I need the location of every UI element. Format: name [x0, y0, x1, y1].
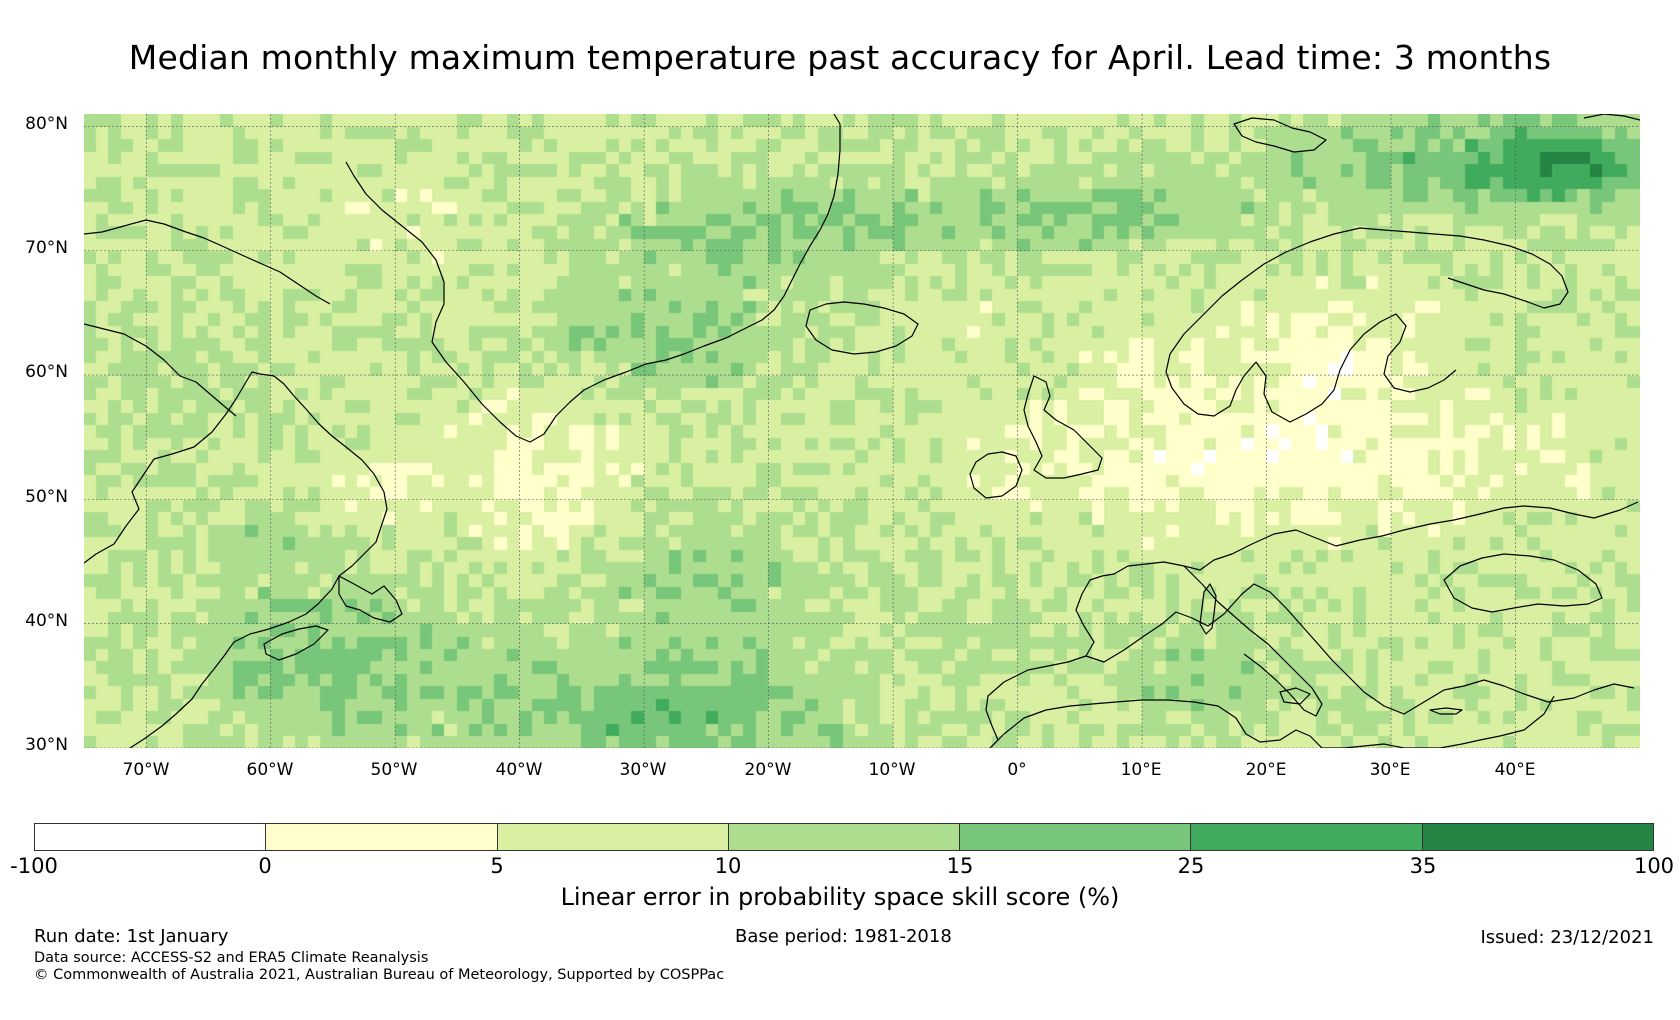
lon-label-20w: 20°W — [744, 760, 792, 780]
coast-italy — [1183, 565, 1323, 717]
lat-label-40n: 40°N — [25, 611, 68, 631]
map-title: Median monthly maximum temperature past … — [128, 38, 1552, 77]
coast-nova-scotia — [263, 625, 329, 661]
lon-label-40w: 40°W — [495, 760, 543, 780]
lon-label-70w: 70°W — [122, 760, 170, 780]
colorbar-tick: -100 — [10, 854, 58, 878]
coast-svalbard — [1233, 117, 1327, 153]
colorbar-tick: 35 — [1409, 854, 1437, 878]
colorbar-segment — [1422, 824, 1653, 850]
coast-baffin — [84, 219, 331, 305]
map-overlay — [84, 114, 1640, 748]
lon-label-40e: 40°E — [1494, 760, 1536, 780]
colorbar-label: Linear error in probability space skill … — [560, 883, 1120, 911]
lon-label-0: 0° — [1007, 760, 1027, 780]
coastlines — [84, 114, 1640, 748]
lon-label-10e: 10°E — [1120, 760, 1162, 780]
coast-ireland — [969, 451, 1023, 499]
lon-label-60w: 60°W — [246, 760, 294, 780]
colorbar-tick: 0 — [258, 854, 272, 878]
colorbar-tick: 15 — [946, 854, 974, 878]
coast-black-sea — [1443, 553, 1603, 613]
lat-label-50n: 50°N — [25, 487, 68, 507]
lon-label-30e: 30°E — [1369, 760, 1411, 780]
coast-norway-south — [1165, 353, 1257, 417]
lat-label-70n: 70°N — [25, 238, 68, 258]
colorbar-segment — [497, 824, 729, 850]
skill-score-map — [84, 114, 1640, 748]
colorbar-tick: 100 — [1633, 854, 1675, 878]
lat-label-30n: 30°N — [25, 735, 68, 755]
colorbar-segment — [1191, 824, 1423, 850]
colorbar-segment — [266, 824, 498, 850]
coast-mediterranean-north — [1085, 583, 1635, 715]
colorbar-tick: 5 — [490, 854, 504, 878]
lon-label-10w: 10°W — [868, 760, 916, 780]
lat-label-80n: 80°N — [25, 114, 68, 134]
coast-great-britain — [1023, 375, 1103, 479]
data-source: Data source: ACCESS-S2 and ERA5 Climate … — [34, 950, 429, 966]
lon-label-20e: 20°E — [1245, 760, 1287, 780]
base-period: Base period: 1981-2018 — [735, 926, 952, 947]
coast-north-africa — [989, 695, 1555, 748]
coast-crete — [1429, 707, 1463, 715]
graticule-lines — [84, 114, 1640, 748]
issued-date: Issued: 23/12/2021 — [1480, 927, 1654, 948]
colorbar-segment — [960, 824, 1192, 850]
run-date: Run date: 1st January — [34, 926, 229, 947]
colorbar-tick: 25 — [1177, 854, 1205, 878]
colorbar-segment — [728, 824, 961, 850]
lat-label-60n: 60°N — [25, 362, 68, 382]
coast-newfoundland — [338, 575, 403, 623]
skill-score-raster — [84, 114, 1640, 748]
lon-label-50w: 50°W — [370, 760, 418, 780]
coast-iceland — [805, 301, 919, 355]
coast-scandinavia — [1169, 227, 1569, 355]
coast-sicily — [1279, 687, 1311, 705]
coast-greenland — [345, 114, 841, 443]
coast-europe-west — [985, 501, 1639, 748]
lon-label-30w: 30°W — [619, 760, 667, 780]
colorbar-segment — [35, 824, 267, 850]
coast-baltic — [1255, 313, 1457, 423]
coast-novaya-zemlya — [1583, 114, 1640, 121]
coast-labrador-north — [84, 323, 237, 417]
copyright: © Commonwealth of Australia 2021, Austra… — [34, 967, 725, 983]
coast-north-america-east — [84, 371, 388, 748]
colorbar-tick: 10 — [714, 854, 742, 878]
colorbar — [34, 823, 1654, 851]
coast-sardinia-corsica — [1199, 583, 1217, 635]
